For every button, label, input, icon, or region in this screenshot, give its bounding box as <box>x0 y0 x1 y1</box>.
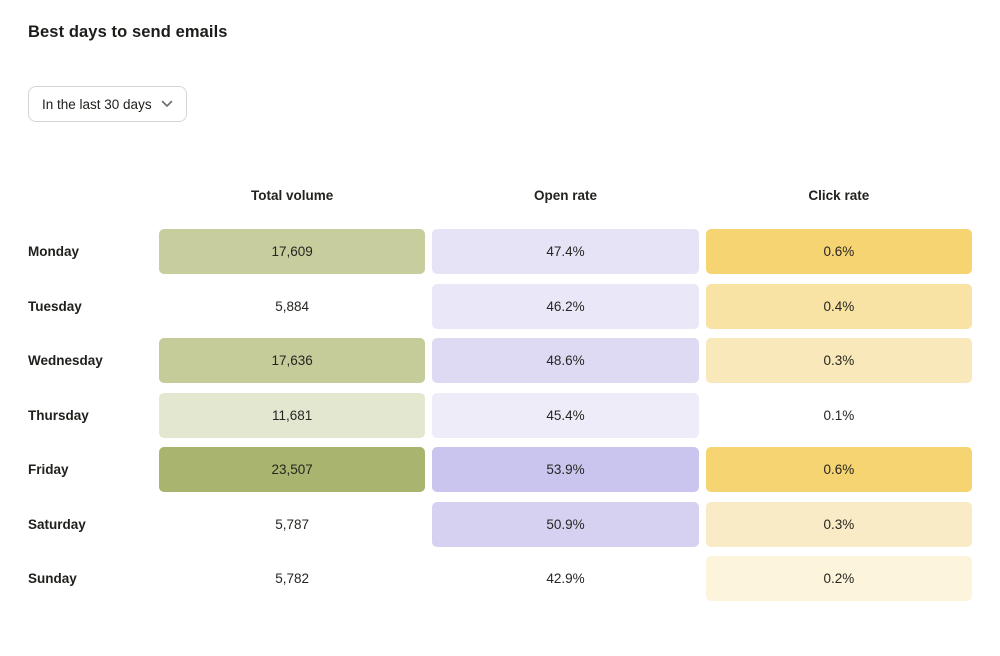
table-row: Tuesday 5,884 46.2% 0.4% <box>28 283 972 329</box>
heatmap-cell: 0.4% <box>705 283 972 329</box>
table-row: Sunday 5,782 42.9% 0.2% <box>28 556 972 601</box>
heatmap-cell: 0.1% <box>823 407 855 423</box>
heatmap-table: Monday 17,609 47.4% 0.6% Tuesday 5,884 46.2% 0.… <box>28 229 972 601</box>
table-row: Thursday 11,681 45.4% 0.1% <box>28 392 972 438</box>
table-row: Monday 17,609 47.4% 0.6% <box>28 229 972 274</box>
column-header-open-rate: Open rate <box>533 188 597 203</box>
page-title: Best days to send emails <box>28 23 228 41</box>
row-label: Tuesday <box>28 298 82 314</box>
table-row: Saturday 5,787 50.9% 0.3% <box>28 501 972 547</box>
heatmap-cell: 48.6% <box>432 338 699 383</box>
heatmap-cell: 45.4% <box>432 392 699 438</box>
chevron-down-icon <box>161 100 172 107</box>
heatmap-cell: 47.4% <box>432 229 699 274</box>
heatmap-cell: 0.2% <box>705 556 972 601</box>
heatmap-cell: 5,884 <box>275 298 310 314</box>
heatmap-cell: 0.3% <box>705 501 972 547</box>
heatmap-cell: 50.9% <box>432 501 699 547</box>
best-days-panel: Best days to send emails In the last 30 … <box>0 23 1000 601</box>
heatmap-cell: 23,507 <box>159 447 426 492</box>
row-label: Friday <box>28 462 69 477</box>
column-header-total-volume: Total volume <box>251 188 334 203</box>
heatmap-cell: 17,636 <box>159 338 426 383</box>
heatmap-cell: 0.3% <box>705 338 972 383</box>
heatmap-cell: 11,681 <box>159 392 426 438</box>
table-row: Wednesday 17,636 48.6% 0.3% <box>28 338 972 383</box>
row-label: Thursday <box>28 407 89 423</box>
day-column-spacer <box>28 188 152 203</box>
row-label: Saturday <box>28 516 86 532</box>
heatmap-cell: 5,787 <box>275 516 310 532</box>
heatmap-cell: 5,782 <box>275 571 310 586</box>
heatmap-cell: 53.9% <box>432 447 699 492</box>
date-range-dropdown[interactable]: In the last 30 days <box>28 86 187 122</box>
table-row: Friday 23,507 53.9% 0.6% <box>28 447 972 492</box>
heatmap-cell: 17,609 <box>159 229 426 274</box>
row-label: Sunday <box>28 571 77 586</box>
heatmap-cell: 0.6% <box>705 229 972 274</box>
row-label: Wednesday <box>28 353 103 368</box>
column-header-click-rate: Click rate <box>808 188 870 203</box>
date-range-selected-label: In the last 30 days <box>42 96 152 112</box>
row-label: Monday <box>28 244 80 259</box>
table-header-row: Total volume Open rate Click rate <box>28 188 972 203</box>
heatmap-cell: 42.9% <box>546 571 585 586</box>
heatmap-cell: 46.2% <box>432 283 699 329</box>
heatmap-cell: 0.6% <box>705 447 972 492</box>
